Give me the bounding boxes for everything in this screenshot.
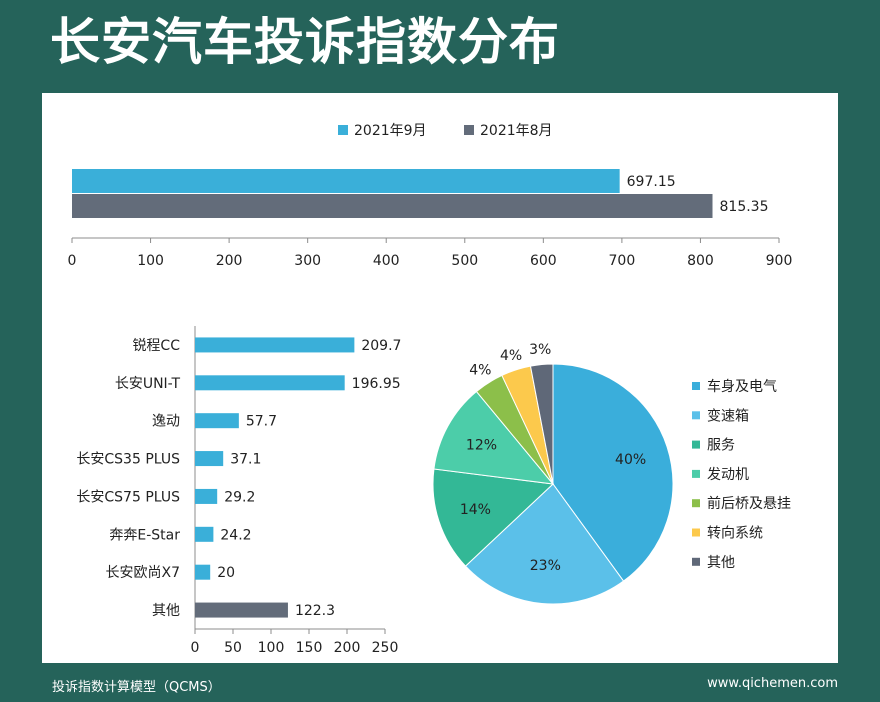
- pie-legend-label: 其他: [707, 555, 735, 571]
- pie-legend-swatch: [692, 469, 700, 478]
- legend-label-1: 2021年9月: [354, 123, 427, 139]
- legend-swatch-2: [464, 125, 474, 135]
- x-tick-label: 200: [334, 640, 361, 656]
- pie-value-label: 12%: [466, 438, 497, 454]
- footer-website: www.qichemen.com: [707, 676, 838, 691]
- pie-value-label: 4%: [469, 363, 491, 379]
- pie-legend-label: 前后桥及悬挂: [707, 495, 791, 512]
- pie-legend-label: 转向系统: [707, 526, 763, 542]
- category-label: 其他: [152, 603, 180, 619]
- pie-slice-4: [433, 390, 555, 485]
- x-tick-label: 0: [68, 253, 77, 269]
- category-label: 长安欧尚X7: [106, 565, 181, 581]
- pie-value-label: 3%: [529, 342, 551, 358]
- x-tick-label: 700: [609, 253, 636, 269]
- pie-slice-2: [464, 483, 625, 605]
- data-label: 37.1: [230, 452, 261, 468]
- bar-model-3: [195, 413, 239, 429]
- bar-model-4: [195, 451, 224, 467]
- category-label: 逸动: [152, 414, 180, 430]
- category-label: 锐程CC: [132, 338, 180, 354]
- pie-legend-swatch: [692, 440, 700, 449]
- bar-series-1: [72, 169, 620, 193]
- pie-legend-label: 车身及电气: [707, 378, 777, 395]
- x-tick-label: 400: [373, 253, 400, 269]
- category-label: 长安CS75 PLUS: [76, 489, 180, 505]
- x-tick-label: 200: [216, 253, 243, 269]
- data-label: 24.2: [220, 527, 251, 543]
- x-tick-label: 100: [137, 253, 164, 269]
- page-title: 长安汽车投诉指数分布: [50, 13, 560, 71]
- x-tick-label: 150: [296, 640, 323, 656]
- pie-value-label: 40%: [615, 452, 646, 468]
- x-tick-label: 600: [530, 253, 557, 269]
- chart-panel: 2021年9月 2021年8月 697.15 815.35 0 100 200 300 400 5…: [42, 93, 838, 663]
- pie-legend-swatch: [692, 411, 700, 420]
- pie-legend-label: 变速箱: [707, 408, 749, 424]
- data-label: 20: [217, 565, 235, 581]
- data-label: 209.7: [361, 338, 401, 354]
- pie-slice-1: [552, 363, 674, 582]
- bar-model-8: [195, 602, 288, 618]
- pie-legend-label: 服务: [707, 438, 735, 454]
- pie-value-label: 14%: [460, 502, 491, 518]
- pie-legend-label: 发动机: [707, 467, 749, 483]
- pie-legend-swatch: [692, 499, 700, 508]
- pie-slice-3: [432, 468, 555, 567]
- legend-swatch-1: [338, 125, 348, 135]
- x-tick-label: 50: [224, 640, 242, 656]
- footer-model-note: 投诉指数计算模型（QCMS）: [52, 680, 221, 695]
- pie-value-label: 4%: [500, 348, 522, 364]
- x-tick-label: 300: [294, 253, 321, 269]
- pie-legend-swatch: [692, 528, 700, 537]
- bar-model-6: [195, 526, 214, 542]
- bar-model-7: [195, 564, 211, 580]
- bar-model-5: [195, 488, 218, 504]
- x-tick-label: 800: [687, 253, 714, 269]
- pie-legend-swatch: [692, 382, 700, 390]
- x-tick-label: 500: [451, 253, 478, 269]
- data-label-series-1: 697.15: [627, 174, 676, 190]
- bar-model-1: [195, 337, 355, 353]
- bar-series-2: [72, 194, 713, 218]
- category-label: 长安CS35 PLUS: [76, 452, 180, 468]
- data-label: 122.3: [295, 603, 335, 619]
- data-label: 196.95: [352, 376, 401, 392]
- x-tick-label: 900: [766, 253, 793, 269]
- data-label-series-2: 815.35: [720, 199, 769, 215]
- x-tick-label: 100: [258, 640, 285, 656]
- pie-legend-swatch: [692, 557, 700, 566]
- legend-label-2: 2021年8月: [480, 123, 553, 139]
- category-label: 长安UNI-T: [115, 376, 181, 392]
- pie-slice-7: [529, 363, 554, 485]
- pie-value-label: 23%: [530, 558, 561, 574]
- category-label: 奔奔E-Star: [109, 527, 180, 543]
- bar-model-2: [195, 375, 345, 391]
- data-label: 57.7: [246, 414, 277, 430]
- x-tick-label: 0: [191, 640, 200, 656]
- x-tick-label: 250: [372, 640, 399, 656]
- data-label: 29.2: [224, 489, 255, 505]
